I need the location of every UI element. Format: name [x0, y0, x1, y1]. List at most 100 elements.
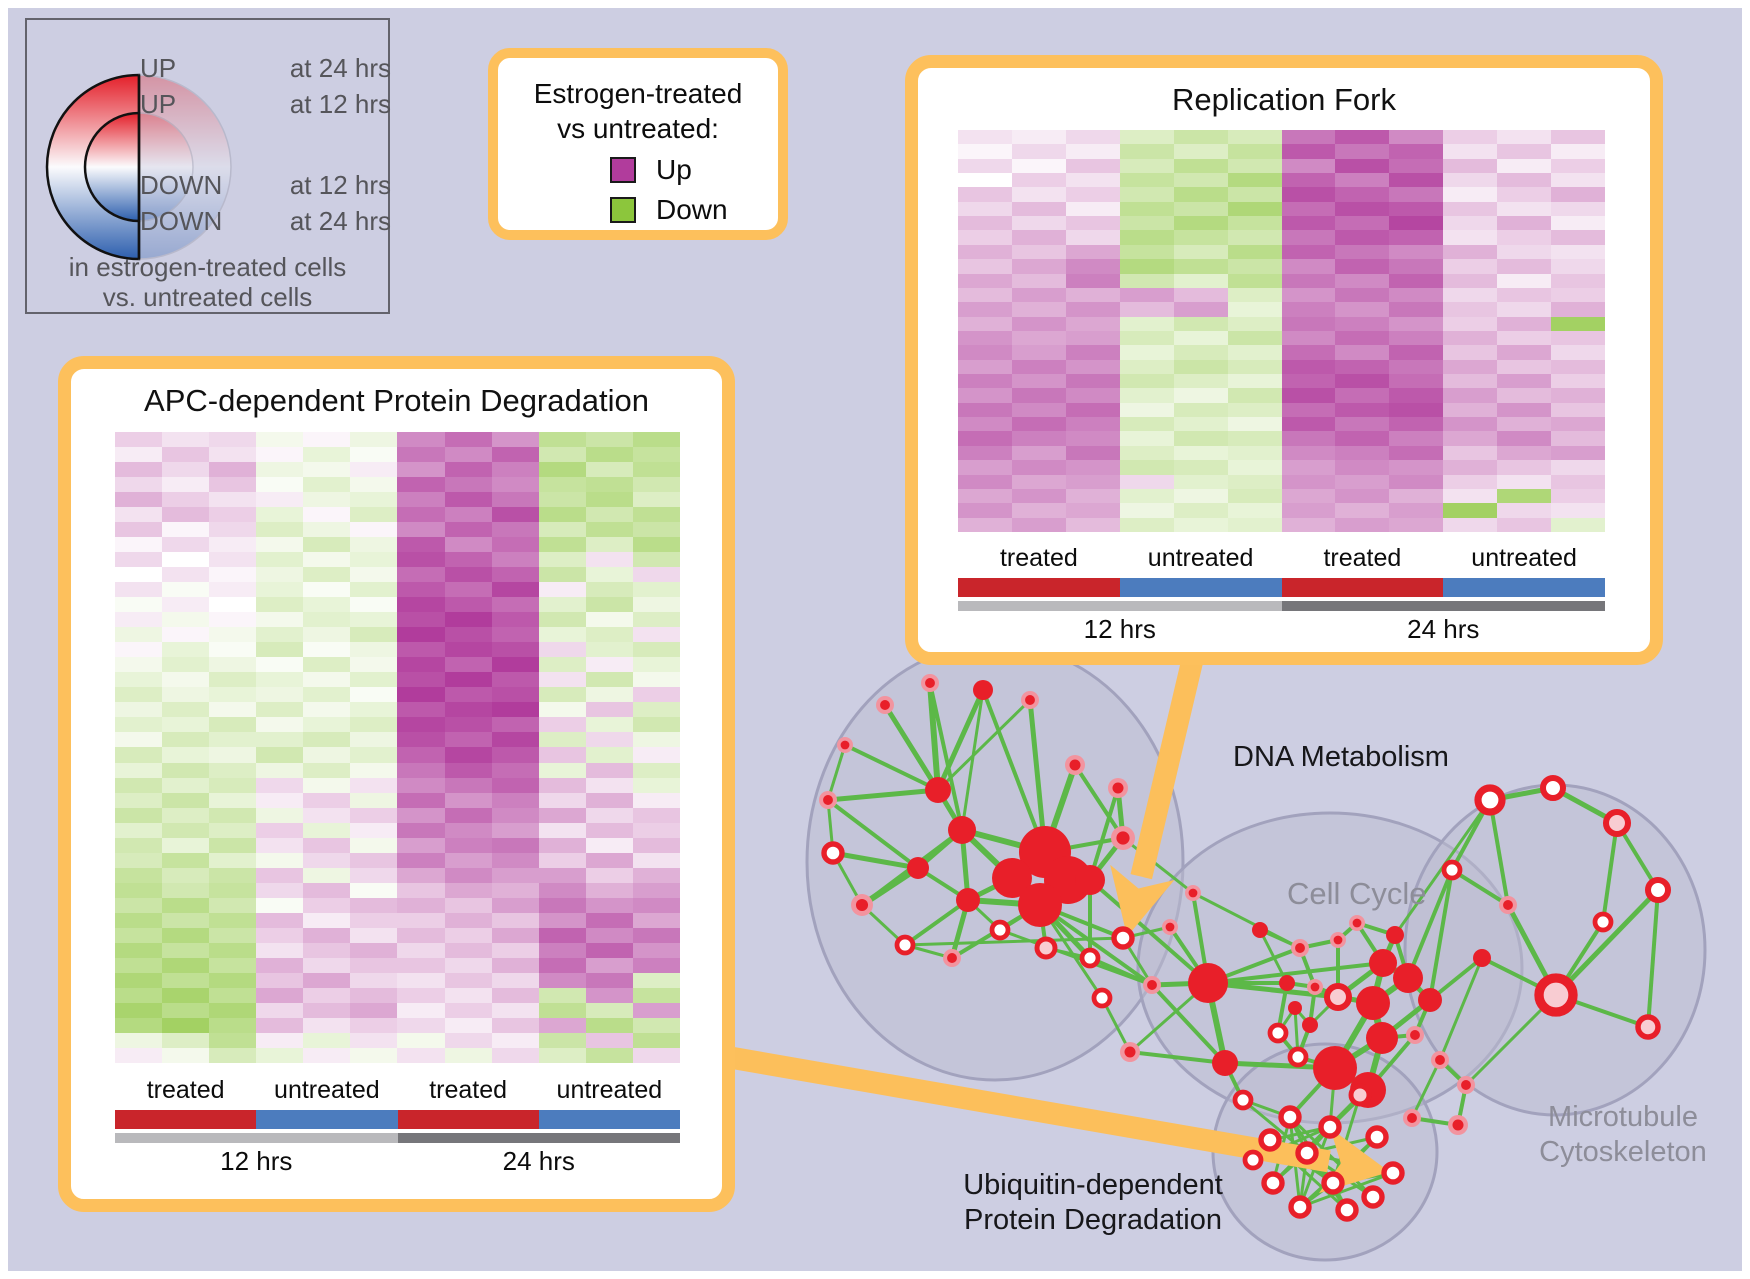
heatmap-cell [350, 882, 398, 898]
heatmap-cell [350, 612, 398, 628]
heatmap-cell [350, 792, 398, 808]
heatmap-cell [256, 597, 304, 613]
heatmap-cell [397, 987, 445, 1003]
heatmap-cell [1389, 259, 1444, 274]
heatmap-cell [115, 732, 163, 748]
heatmap-cell [303, 1002, 351, 1018]
heatmap-cell [256, 972, 304, 988]
heatmap-cell [491, 507, 539, 523]
heatmap-cell [632, 537, 680, 553]
rf-condition-bars [958, 578, 1605, 597]
heatmap-cell [115, 957, 163, 973]
node-white-ring [1232, 1089, 1254, 1111]
heatmap-cell [1011, 187, 1066, 202]
heatmap-cell [350, 477, 398, 493]
heatmap-cell [397, 897, 445, 913]
heatmap-cell [958, 173, 1012, 188]
heatmap-cell [1497, 144, 1552, 159]
heatmap-cell [1173, 302, 1228, 317]
heatmap-cell [1497, 273, 1552, 288]
heatmap-cell [958, 230, 1012, 245]
heatmap-cell [632, 432, 680, 448]
heatmap-cell [585, 1047, 633, 1063]
heatmap-cell [444, 567, 492, 583]
heatmap-cell [303, 507, 351, 523]
heatmap-cell [1119, 474, 1174, 489]
heatmap-cell [350, 927, 398, 943]
heatmap-cell [1551, 173, 1605, 188]
heatmap-cell [538, 1047, 586, 1063]
heatmap-cell [958, 287, 1012, 303]
heatmap-cell [958, 187, 1012, 202]
node-white-ring [1361, 1185, 1385, 1209]
heatmap-cell [162, 837, 210, 853]
heatmap-cell [1173, 158, 1228, 174]
rf-24hrs-label: 24 hrs [1407, 614, 1480, 644]
heatmap-cell [303, 612, 351, 628]
heatmap-cell [1443, 144, 1498, 159]
heatmap-cell [585, 687, 633, 703]
heatmap-cell [1065, 201, 1120, 217]
heatmap-cell [209, 537, 257, 553]
heatmap-cell [632, 897, 680, 913]
heatmap-cell [209, 882, 257, 898]
down-24-time: at 24 hrs [289, 206, 391, 236]
heatmap-cell [209, 522, 257, 538]
treated-bar [397, 1110, 539, 1129]
heatmap-cell [1227, 474, 1282, 489]
heatmap-cell [256, 1002, 304, 1018]
heatmap-cell [256, 957, 304, 973]
heatmap-cell [632, 987, 680, 1003]
heatmap-cell [1281, 374, 1336, 389]
heatmap-cell [1173, 445, 1228, 461]
heatmap-cell [632, 582, 680, 598]
heatmap-cell [1227, 431, 1282, 446]
heatmap-cell [115, 1002, 163, 1018]
heatmap-cell [444, 927, 492, 943]
heatmap-cell [491, 642, 539, 658]
heatmap-cell [397, 657, 445, 673]
heatmap-cell [256, 897, 304, 913]
up-key-row: Up [610, 154, 778, 186]
heatmap-cell [585, 747, 633, 763]
heatmap-cell [1443, 244, 1498, 260]
down-12-word: DOWN [140, 170, 223, 200]
heatmap-cell [1281, 388, 1336, 403]
heatmap-cell [491, 897, 539, 913]
heatmap-cell [444, 687, 492, 703]
heatmap-cell [1551, 474, 1605, 489]
node-solid-red [992, 858, 1032, 898]
heatmap-cell [1389, 330, 1444, 346]
heatmap-cell [585, 792, 633, 808]
heatmap-cell [350, 972, 398, 988]
heatmap-cell [538, 477, 586, 493]
heatmap-cell [538, 432, 586, 448]
heatmap-cell [350, 852, 398, 868]
heatmap-cell [1551, 230, 1605, 245]
heatmap-cell [256, 927, 304, 943]
heatmap-cell [538, 762, 586, 778]
heatmap-cell [303, 687, 351, 703]
heatmap-cell [444, 762, 492, 778]
heatmap-cell [1281, 517, 1336, 532]
node-solid-red [1018, 883, 1062, 927]
heatmap-cell [162, 537, 210, 553]
heatmap-cell [444, 777, 492, 793]
heatmap-cell [958, 259, 1012, 274]
heatmap-cell [397, 762, 445, 778]
heatmap-cell [115, 762, 163, 778]
heatmap-cell [1173, 374, 1228, 389]
heatmap-cell [958, 345, 1012, 360]
orange-arrow [731, 1047, 1390, 1194]
heatmap-cell [115, 807, 163, 823]
heatmap-cell [397, 582, 445, 598]
heatmap-cell [1443, 503, 1498, 518]
heatmap-cell [1281, 216, 1336, 231]
heatmap-cell [538, 747, 586, 763]
heatmap-cell [1119, 201, 1174, 217]
heatmap-cell [444, 672, 492, 688]
heatmap-cell [1011, 287, 1066, 303]
heatmap-cell [209, 867, 257, 883]
heatmap-cell [350, 867, 398, 883]
heatmap-cell [115, 552, 163, 568]
